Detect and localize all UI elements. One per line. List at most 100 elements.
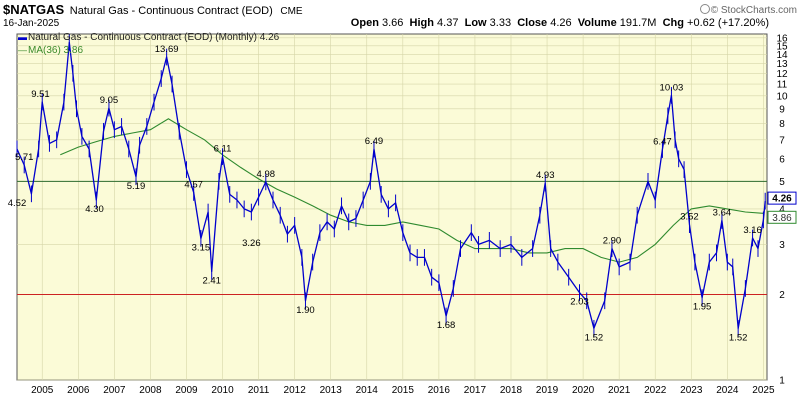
data-label: 10.03 xyxy=(660,82,684,93)
x-tick-label: 2012 xyxy=(284,385,307,396)
y-tick-label: 16 xyxy=(776,33,788,44)
close-value: 4.26 xyxy=(550,17,572,29)
x-tick-label: 2013 xyxy=(320,385,343,396)
x-tick-label: 2007 xyxy=(103,385,126,396)
exchange: CME xyxy=(280,6,303,17)
data-label: 9.51 xyxy=(31,89,50,100)
data-label: 5.19 xyxy=(127,181,146,192)
y-tick-label: 8 xyxy=(779,119,785,130)
data-label: 4.30 xyxy=(85,204,104,215)
low-value: 3.33 xyxy=(489,17,512,29)
ma-line-icon: — xyxy=(18,45,27,55)
copyright[interactable]: © StockCharts.com xyxy=(699,4,797,16)
volume-value: 191.7M xyxy=(619,17,657,29)
legend-price-label: Natural Gas - Continuous Contract (EOD) … xyxy=(28,32,280,43)
data-label: 1.52 xyxy=(729,332,748,343)
y-tick-label: 6 xyxy=(779,154,785,165)
symbol: $NATGAS xyxy=(3,2,65,17)
data-label: 5.71 xyxy=(15,152,34,163)
chart-legend: ▬Natural Gas - Continuous Contract (EOD)… xyxy=(18,31,279,57)
close-label: Close xyxy=(517,17,548,29)
y-tick-label: 9 xyxy=(779,104,785,115)
data-label: 3.15 xyxy=(192,242,211,253)
x-tick-label: 2016 xyxy=(428,385,451,396)
x-tick-label: 2020 xyxy=(572,385,595,396)
x-tick-label: 2005 xyxy=(31,385,54,396)
open-value: 3.66 xyxy=(381,17,404,29)
ma-line xyxy=(60,118,764,263)
quote-date: 16-Jan-2025 xyxy=(3,18,60,29)
data-label: 3.16 xyxy=(743,225,762,236)
x-tick-label: 2019 xyxy=(536,385,559,396)
data-label: 1.95 xyxy=(693,302,712,313)
legend-price: ▬Natural Gas - Continuous Contract (EOD)… xyxy=(18,31,279,44)
data-label: 4.98 xyxy=(257,169,276,180)
instrument-name: Natural Gas - Continuous Contract (EOD) xyxy=(69,5,273,17)
last-value-label: 3.86 xyxy=(772,213,792,224)
high-label: High xyxy=(409,17,434,29)
y-tick-label: 3 xyxy=(779,240,785,251)
x-tick-label: 2023 xyxy=(680,385,703,396)
legend-ma: —MA(36) 3.86 xyxy=(18,44,279,57)
data-label: 2.41 xyxy=(202,275,221,286)
x-tick-label: 2018 xyxy=(500,385,523,396)
data-label: 6.47 xyxy=(653,137,672,148)
plot-area xyxy=(16,33,768,381)
last-value-label: 4.26 xyxy=(772,194,792,205)
data-label: 3.64 xyxy=(713,208,732,219)
legend-ma-label: MA(36) 3.86 xyxy=(28,45,84,56)
data-label: 1.68 xyxy=(437,320,456,331)
data-label: 6.11 xyxy=(214,144,232,155)
x-tick-label: 2014 xyxy=(356,385,379,396)
data-label: 1.90 xyxy=(296,305,315,316)
open-label: Open xyxy=(350,17,379,29)
low-label: Low xyxy=(464,17,487,29)
data-label: 2.03 xyxy=(570,297,589,308)
x-tick-label: 2025 xyxy=(752,385,775,396)
x-tick-label: 2024 xyxy=(716,385,739,396)
y-tick-label: 1 xyxy=(779,376,785,387)
y-tick-label: 7 xyxy=(779,135,785,146)
x-tick-label: 2008 xyxy=(139,385,162,396)
stockcharts-logo-icon xyxy=(699,4,710,14)
data-label: 2.90 xyxy=(603,236,622,247)
y-tick-label: 14 xyxy=(776,50,788,61)
x-tick-label: 2010 xyxy=(211,385,234,396)
last-value-tag xyxy=(767,191,797,205)
y-tick-label: 12 xyxy=(776,69,788,80)
ohlc-quote: Open 3.66 High 4.37 Low 3.33 Close 4.26 … xyxy=(351,17,769,29)
y-tick-label: 5 xyxy=(779,177,785,188)
volume-label: Volume xyxy=(577,17,617,29)
data-label: 4.93 xyxy=(536,170,555,181)
change-value: +0.62 (+17.20%) xyxy=(687,17,769,29)
data-label: 1.52 xyxy=(585,332,604,343)
y-tick-label: 15 xyxy=(776,41,788,52)
x-tick-label: 2017 xyxy=(464,385,487,396)
price-line xyxy=(16,41,766,329)
data-label: 4.52 xyxy=(8,198,27,209)
last-value-tag xyxy=(767,210,797,224)
copyright-text: © StockCharts.com xyxy=(710,5,797,16)
x-tick-label: 2006 xyxy=(67,385,90,396)
symbol-line: $NATGAS Natural Gas - Continuous Contrac… xyxy=(3,2,303,17)
price-bar-icon: ▬ xyxy=(18,32,27,42)
chart-header: $NATGAS Natural Gas - Continuous Contrac… xyxy=(0,0,800,34)
y-tick-label: 11 xyxy=(777,80,788,91)
data-label: 6.49 xyxy=(365,136,384,147)
data-label: 9.05 xyxy=(100,95,119,106)
y-tick-label: 13 xyxy=(776,59,788,70)
x-tick-label: 2011 xyxy=(248,385,270,396)
x-tick-label: 2009 xyxy=(175,385,198,396)
data-label: 3.26 xyxy=(242,238,261,249)
data-label: 4.57 xyxy=(184,179,203,190)
y-tick-label: 10 xyxy=(776,91,788,102)
x-tick-label: 2015 xyxy=(392,385,415,396)
high-value: 4.37 xyxy=(437,17,459,29)
data-label: 13.69 xyxy=(155,44,179,55)
y-tick-label: 2 xyxy=(779,290,785,301)
x-tick-label: 2021 xyxy=(608,385,631,396)
data-label: 3.52 xyxy=(680,212,699,223)
y-tick-label: 4 xyxy=(779,204,785,215)
change-label: Chg xyxy=(662,17,684,29)
